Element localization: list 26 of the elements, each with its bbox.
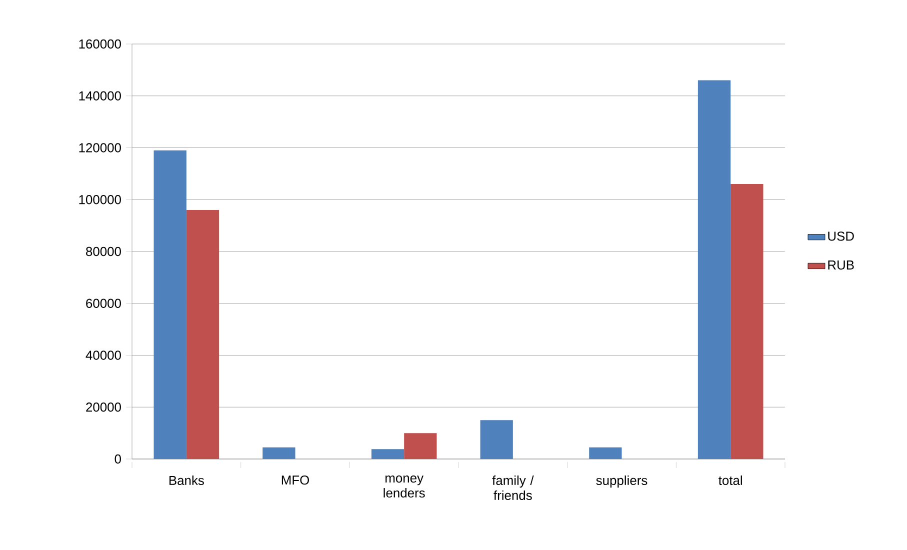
bar: [698, 80, 731, 459]
bar: [371, 449, 404, 459]
bar: [730, 184, 764, 459]
y-tick-label: 20000: [86, 402, 121, 412]
y-tick-label: 0: [114, 454, 121, 464]
y-tick-label: 80000: [86, 246, 121, 256]
x-tick-label: Banks: [169, 476, 204, 486]
x-tick-label: MFO: [282, 476, 310, 485]
y-tick-label: 120000: [79, 143, 121, 152]
x-tick-label: money lenders: [384, 476, 425, 498]
bar: [480, 420, 513, 459]
y-tick-label: 160000: [79, 39, 121, 49]
y-tick-label: 60000: [86, 298, 121, 308]
bar: [262, 447, 296, 459]
legend-label: RUB: [828, 260, 854, 270]
x-tick-label: family / friends: [492, 476, 534, 500]
x-tick-label: total: [718, 476, 742, 486]
y-tick-label: 100000: [79, 195, 121, 204]
bar: [589, 447, 622, 459]
y-tick-label: 40000: [86, 350, 121, 360]
bar: [186, 210, 220, 459]
bar: [404, 433, 437, 459]
x-tick-label: suppliers: [596, 476, 648, 488]
bar: [154, 150, 186, 459]
y-tick-label: 140000: [79, 91, 121, 100]
legend-label: USD: [828, 232, 854, 241]
